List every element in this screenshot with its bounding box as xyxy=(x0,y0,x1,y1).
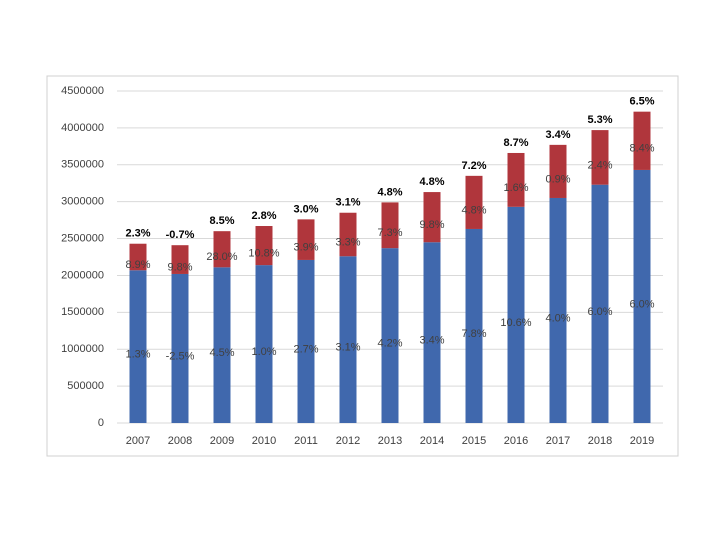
bar-segment xyxy=(465,228,483,423)
x-tick-label: 2016 xyxy=(504,435,528,447)
segment-label: 1.0% xyxy=(251,346,276,358)
y-tick-label: 2000000 xyxy=(61,269,104,281)
x-tick-label: 2017 xyxy=(546,435,570,447)
bar-segment xyxy=(633,169,651,423)
bar-segment xyxy=(549,144,567,198)
segment-label: 2.7% xyxy=(293,343,318,355)
bar-segment xyxy=(171,273,189,423)
bar-segment xyxy=(591,130,609,185)
segment-label: -2.5% xyxy=(166,350,195,362)
segment-label: 10.8% xyxy=(248,247,279,259)
total-label: -0.7% xyxy=(166,229,195,241)
total-label: 3.0% xyxy=(293,203,318,215)
bar-segment xyxy=(255,226,273,266)
bar-segment xyxy=(213,231,231,268)
y-tick-label: 3000000 xyxy=(61,196,104,208)
y-tick-label: 4000000 xyxy=(61,122,104,134)
segment-label: 1.6% xyxy=(503,182,528,194)
y-tick-label: 0 xyxy=(98,417,104,429)
x-tick-label: 2009 xyxy=(210,435,234,447)
bar-segment xyxy=(465,175,483,229)
segment-label: 6.0% xyxy=(629,298,654,310)
segment-label: 3.3% xyxy=(335,236,360,248)
bar-segment xyxy=(507,152,525,207)
bar-segment xyxy=(297,259,315,423)
y-tick-label: 1000000 xyxy=(61,343,104,355)
segment-label: 4.8% xyxy=(461,204,486,216)
bar-segment xyxy=(381,248,399,423)
segment-label: 4.2% xyxy=(377,337,402,349)
segment-label: 3.1% xyxy=(335,342,360,354)
segment-label: 2.4% xyxy=(587,159,612,171)
bar-segment xyxy=(339,256,357,423)
total-label: 8.7% xyxy=(503,137,528,149)
x-tick-label: 2014 xyxy=(420,435,444,447)
bar-segment xyxy=(129,243,147,271)
bar-segment xyxy=(507,206,525,423)
total-label: 5.3% xyxy=(587,114,612,126)
y-tick-label: 2500000 xyxy=(61,232,104,244)
segment-label: 9.8% xyxy=(167,261,192,273)
segment-label: 10.6% xyxy=(500,317,531,329)
x-tick-label: 2011 xyxy=(294,435,318,447)
x-tick-label: 2007 xyxy=(126,435,150,447)
bar-segment xyxy=(423,192,441,243)
bar-segment xyxy=(381,202,399,249)
x-tick-label: 2018 xyxy=(588,435,612,447)
bar-segment xyxy=(297,219,315,260)
segment-label: 3.9% xyxy=(293,242,318,254)
bar-segment xyxy=(423,242,441,423)
chart-frame xyxy=(46,75,679,457)
bar-segment xyxy=(129,270,147,423)
y-tick-label: 1500000 xyxy=(61,306,104,318)
segment-label: 8.4% xyxy=(629,143,654,155)
x-tick-label: 2013 xyxy=(378,435,402,447)
x-tick-label: 2015 xyxy=(462,435,486,447)
segment-label: 9.8% xyxy=(419,219,444,231)
x-tick-label: 2010 xyxy=(252,435,276,447)
segment-label: 3.4% xyxy=(419,335,444,347)
bar-segment xyxy=(255,265,273,423)
total-label: 3.4% xyxy=(545,129,570,141)
segment-label: 8.9% xyxy=(125,259,150,271)
segment-label: 1.3% xyxy=(125,349,150,361)
total-label: 2.3% xyxy=(125,228,150,240)
x-tick-label: 2019 xyxy=(630,435,654,447)
total-label: 7.2% xyxy=(461,160,486,172)
bar-segment xyxy=(591,184,609,423)
total-label: 8.5% xyxy=(209,215,234,227)
y-tick-label: 4500000 xyxy=(61,85,104,97)
total-label: 4.8% xyxy=(377,186,402,198)
segment-label: 6.0% xyxy=(587,306,612,318)
total-label: 2.8% xyxy=(251,210,276,222)
bar-segment xyxy=(213,267,231,423)
segment-label: 0.9% xyxy=(545,173,570,185)
y-tick-label: 3500000 xyxy=(61,159,104,171)
y-tick-label: 500000 xyxy=(67,380,104,392)
segment-label: 4.5% xyxy=(209,347,234,359)
segment-label: 7.3% xyxy=(377,227,402,239)
segment-label: 4.0% xyxy=(545,312,570,324)
x-tick-label: 2008 xyxy=(168,435,192,447)
segment-label: 7.8% xyxy=(461,328,486,340)
segment-label: 28.0% xyxy=(206,251,237,263)
total-label: 3.1% xyxy=(335,197,360,209)
total-label: 6.5% xyxy=(629,96,654,108)
x-tick-label: 2012 xyxy=(336,435,360,447)
bar-segment xyxy=(633,111,651,170)
bar-segment xyxy=(339,212,357,257)
total-label: 4.8% xyxy=(419,176,444,188)
bar-segment xyxy=(171,245,189,274)
bar-segment xyxy=(549,197,567,423)
